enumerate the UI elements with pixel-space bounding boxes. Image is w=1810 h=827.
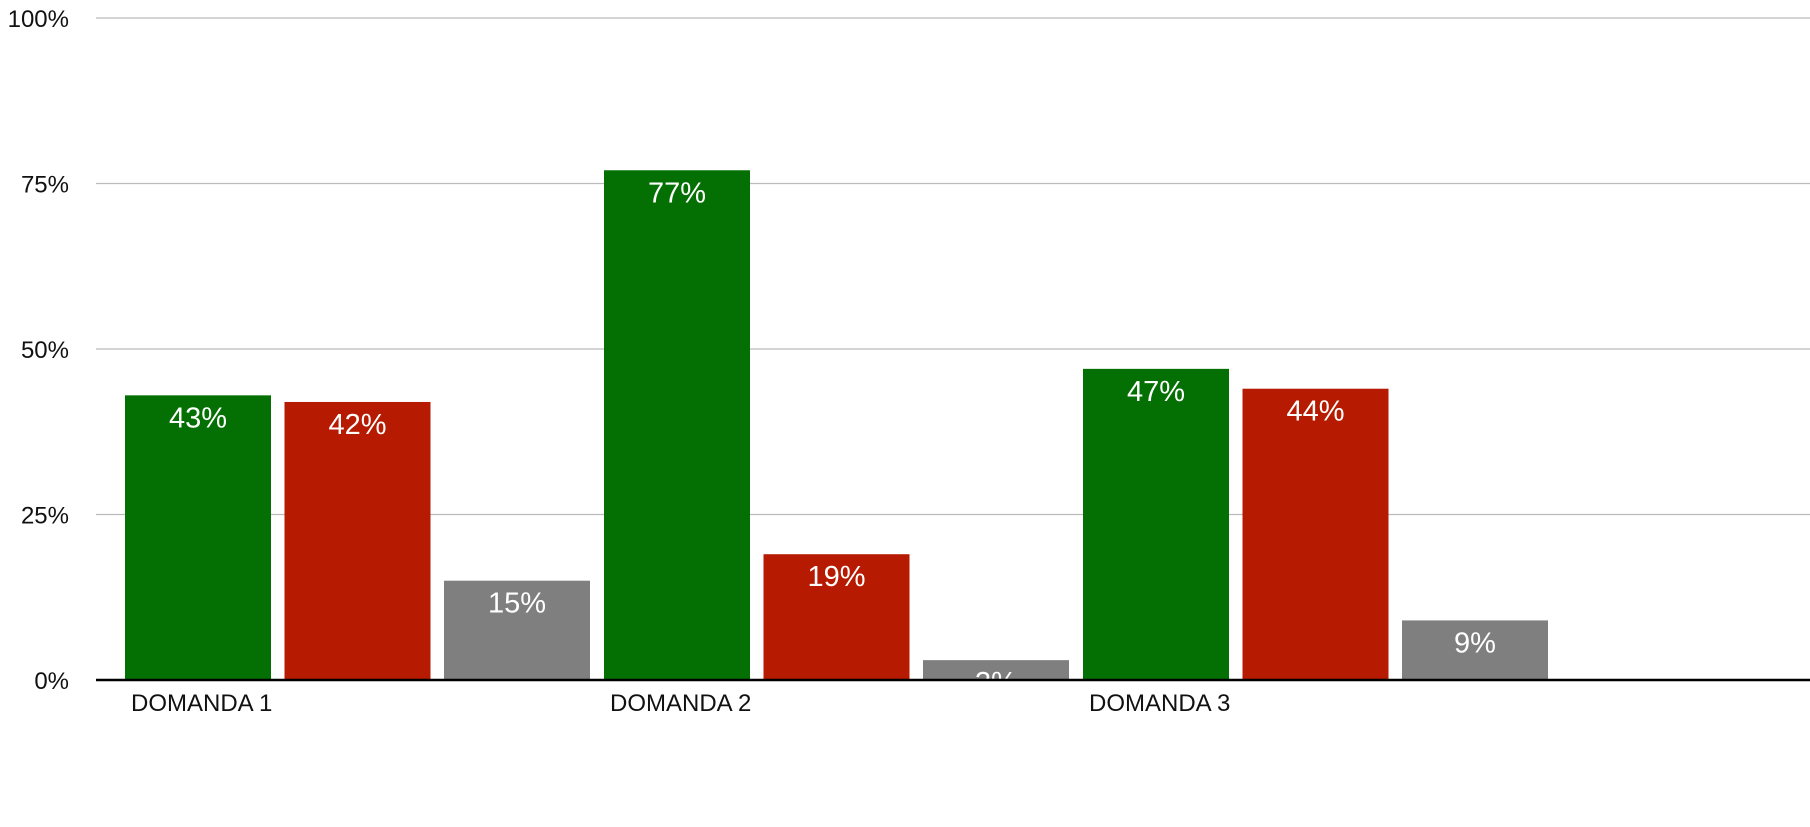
bar [284,401,431,680]
y-tick-label: 100% [8,6,69,33]
bar-value-label: 15% [488,588,546,620]
y-tick-label: 25% [21,503,69,530]
bar [444,580,590,680]
bar-value-label: 3% [975,667,1017,699]
x-axis-category-labels: DOMANDA 1 DOMANDA 2 DOMANDA 3 [131,690,1230,717]
bar-value-label: 43% [169,402,227,434]
bars [125,170,1548,680]
bar-value-label: 47% [1127,376,1185,408]
bar-value-label: 77% [648,177,706,209]
bar [1402,620,1548,680]
bar-value-label: 44% [1286,396,1344,428]
bar [125,395,271,680]
x-category-label: DOMANDA 2 [610,690,751,717]
x-category-label: DOMANDA 3 [1089,690,1230,717]
bar-value-label: 9% [1454,627,1496,659]
bar [1242,388,1389,680]
grid-lines [96,17,1810,516]
bar [1083,368,1229,680]
bar [604,170,750,680]
y-tick-label: 75% [21,172,69,199]
x-category-label: DOMANDA 1 [131,690,272,717]
bar-value-label: 19% [807,561,865,593]
bar [923,660,1069,680]
bar [763,554,910,680]
bar-value-labels: 43% 42% 15% 77% 19% 3% 47% 44% 9% [169,177,1496,699]
y-tick-label: 0% [34,668,69,695]
y-axis-tick-labels: 0% 25% 50% 75% 100% [8,6,69,695]
y-tick-label: 50% [21,337,69,364]
bar-value-label: 42% [328,409,386,441]
